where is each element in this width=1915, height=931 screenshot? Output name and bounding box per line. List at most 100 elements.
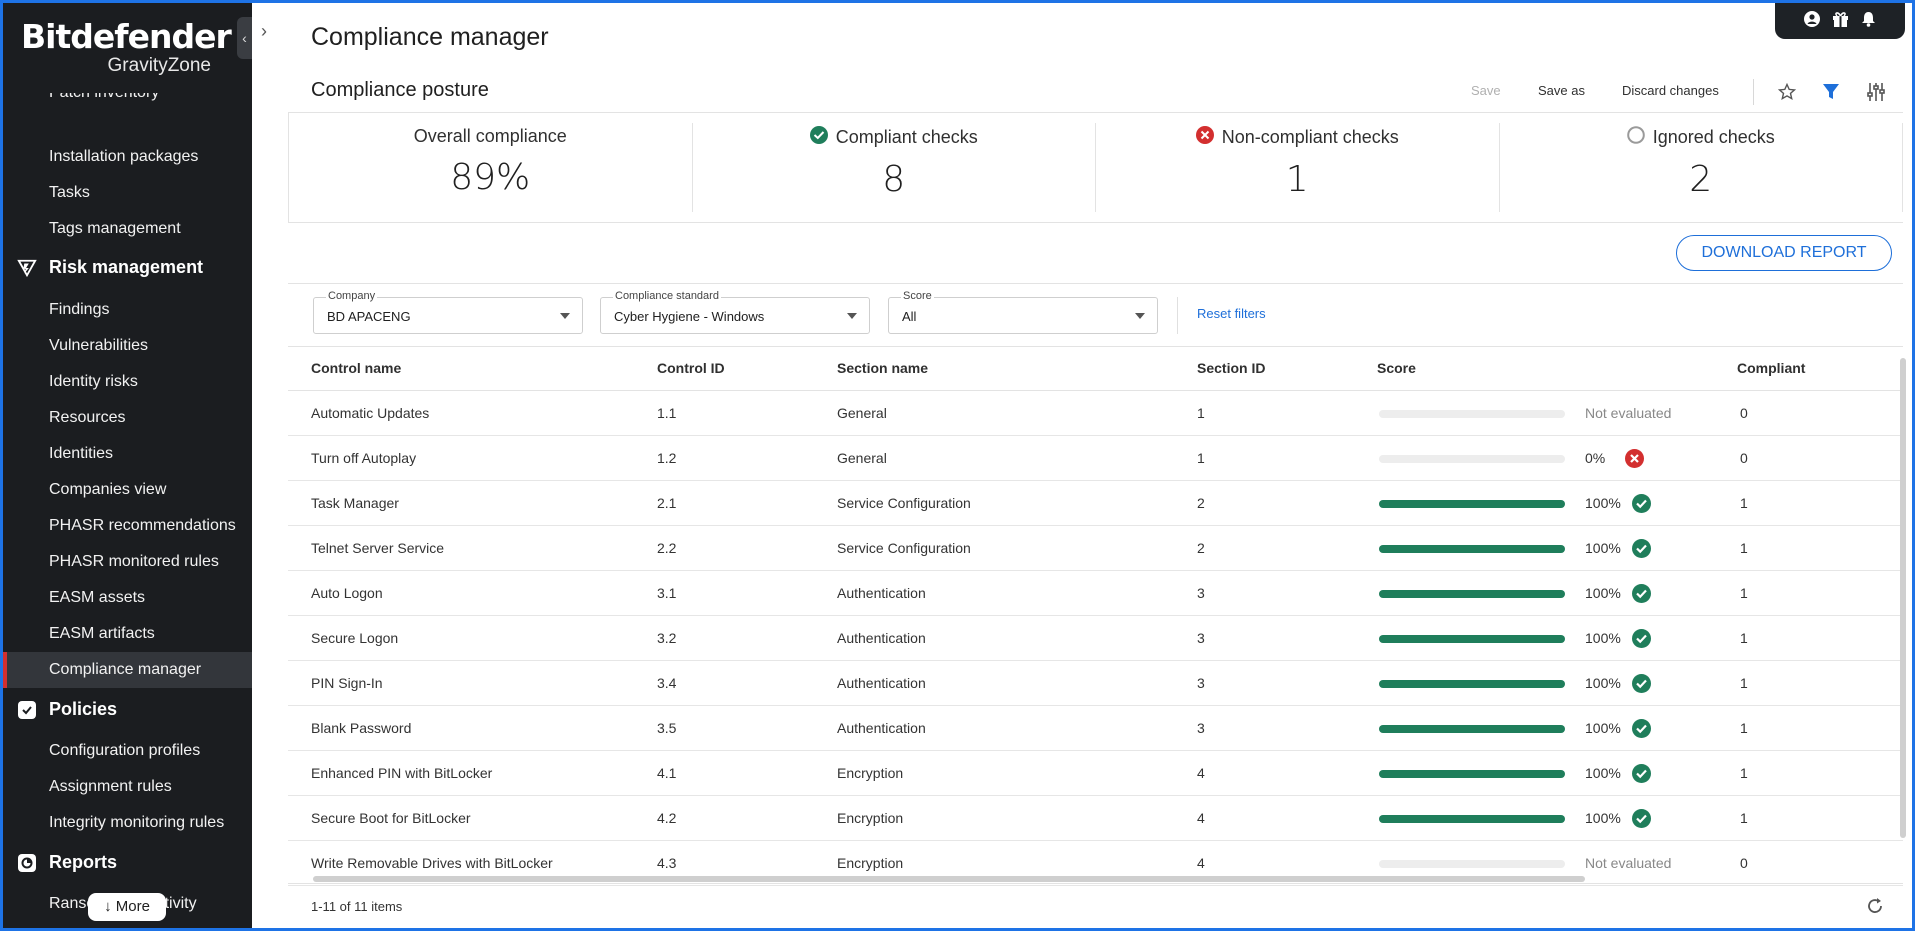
- standard-filter-select[interactable]: Compliance standard Cyber Hygiene - Wind…: [600, 290, 870, 334]
- table-row[interactable]: Auto Logon 3.1 Authentication 3 100% 1: [288, 571, 1903, 616]
- sidebar-item-phasr-monitored-rules[interactable]: PHASR monitored rules: [49, 553, 219, 570]
- compliant-cell: 1: [1740, 630, 1748, 646]
- sidebar-item-installation-packages[interactable]: Installation packages: [49, 148, 199, 165]
- sidebar-item-configuration-profiles[interactable]: Configuration profiles: [49, 742, 201, 759]
- table-row[interactable]: Blank Password 3.5 Authentication 3 100% 1: [288, 706, 1903, 751]
- horizontal-scrollbar[interactable]: [313, 876, 1585, 882]
- gift-icon[interactable]: [1832, 11, 1849, 32]
- table-row[interactable]: Telnet Server Service 2.2 Service Configur…: [288, 526, 1903, 571]
- score-bar-fill: [1379, 725, 1565, 733]
- column-header-control-id[interactable]: Control ID: [657, 360, 725, 376]
- control-name-cell: Automatic Updates: [311, 405, 430, 421]
- discard-changes-button[interactable]: Discard changes: [1622, 83, 1719, 98]
- sidebar-item-vulnerabilities[interactable]: Vulnerabilities: [49, 337, 149, 354]
- overall-compliance-label: Overall compliance: [413, 126, 567, 146]
- section-name-cell: Authentication: [837, 720, 926, 736]
- column-header-section-id[interactable]: Section ID: [1197, 360, 1266, 376]
- sidebar-section-reports[interactable]: Reports: [17, 852, 117, 873]
- column-settings-icon[interactable]: [1865, 81, 1887, 103]
- favorite-star-icon[interactable]: [1776, 81, 1798, 103]
- company-filter-label: Company: [326, 290, 378, 302]
- more-button[interactable]: ↓ More: [88, 893, 166, 921]
- refresh-icon[interactable]: [1865, 896, 1885, 916]
- control-id-cell: 3.2: [657, 630, 677, 646]
- section-id-cell: 1: [1197, 405, 1205, 421]
- section-name-cell: Authentication: [837, 675, 926, 691]
- sidebar-item-companies-view[interactable]: Companies view: [49, 481, 167, 498]
- reset-filters-link[interactable]: Reset filters: [1197, 306, 1266, 321]
- score-text: Not evaluated: [1585, 855, 1672, 871]
- table-row[interactable]: Enhanced PIN with BitLocker 4.1 Encryption…: [288, 751, 1903, 796]
- column-header-control-name[interactable]: Control name: [311, 360, 402, 376]
- table-row[interactable]: Turn off Autoplay 1.2 General 1 0% 0: [288, 436, 1903, 481]
- download-report-button[interactable]: DOWNLOAD REPORT: [1676, 235, 1892, 271]
- table-row[interactable]: Write Removable Drives with BitLocker 4.3…: [288, 841, 1903, 886]
- compliant-cell: 1: [1740, 495, 1748, 511]
- bell-icon[interactable]: [1861, 11, 1876, 32]
- overall-compliance-card: Overall compliance 89%: [289, 123, 693, 212]
- collapse-sidebar-button[interactable]: ‹: [237, 17, 252, 59]
- control-name-cell: Secure Boot for BitLocker: [311, 810, 471, 826]
- control-name-cell: Turn off Autoplay: [311, 450, 417, 466]
- section-name-cell: Authentication: [837, 630, 926, 646]
- score-bar: [1379, 725, 1565, 733]
- sidebar-section-policies[interactable]: Policies: [17, 699, 117, 720]
- vertical-scrollbar[interactable]: [1900, 358, 1906, 838]
- column-header-score[interactable]: Score: [1377, 360, 1416, 376]
- sidebar-item-patch-inventory[interactable]: Patch inventory: [49, 93, 159, 105]
- brand-logo: Bitdefender GravityZone: [21, 19, 232, 89]
- expand-panel-chevron-icon[interactable]: ›: [261, 21, 267, 41]
- sidebar-item-resources[interactable]: Resources: [49, 409, 126, 426]
- column-header-section-name[interactable]: Section name: [837, 360, 929, 376]
- sidebar-item-identity-risks[interactable]: Identity risks: [49, 373, 138, 390]
- caret-down-icon: [847, 313, 857, 319]
- sidebar-item-identities[interactable]: Identities: [49, 445, 114, 462]
- table-row[interactable]: Secure Logon 3.2 Authentication 3 100% 1: [288, 616, 1903, 661]
- table-row[interactable]: PIN Sign-In 3.4 Authentication 3 100% 1: [288, 661, 1903, 706]
- compliant-cell: 0: [1740, 855, 1748, 871]
- score-bar-fill: [1379, 500, 1565, 508]
- control-name-cell: Secure Logon: [311, 630, 399, 646]
- control-name-cell: Write Removable Drives with BitLocker: [311, 855, 553, 871]
- sidebar-item-easm-artifacts[interactable]: EASM artifacts: [49, 625, 155, 642]
- score-text: 100%: [1585, 585, 1621, 601]
- score-text: 100%: [1585, 765, 1621, 781]
- sidebar: Bitdefender GravityZone ‹ Patch inventor…: [3, 3, 252, 928]
- score-text: 100%: [1585, 720, 1621, 736]
- caret-down-icon: [1135, 313, 1145, 319]
- sidebar-item-findings[interactable]: Findings: [49, 301, 110, 318]
- column-header-compliant[interactable]: Compliant: [1737, 360, 1806, 376]
- user-icon[interactable]: [1804, 10, 1820, 32]
- score-filter-select[interactable]: Score All: [888, 290, 1158, 334]
- sidebar-item-tags-management[interactable]: Tags management: [49, 220, 181, 237]
- x-icon: [1625, 449, 1644, 468]
- table-row[interactable]: Task Manager 2.1 Service Configuration 2 100…: [288, 481, 1903, 526]
- save-as-button[interactable]: Save as: [1538, 83, 1585, 98]
- toolbar-divider: [1753, 79, 1754, 105]
- section-name-cell: Service Configuration: [837, 540, 971, 556]
- noncompliant-checks-label: Non-compliant checks: [1221, 127, 1399, 147]
- score-bar-fill: [1379, 770, 1565, 778]
- sidebar-item-easm-assets[interactable]: EASM assets: [49, 589, 146, 606]
- sidebar-item-tasks[interactable]: Tasks: [49, 184, 90, 201]
- sidebar-section-risk-management[interactable]: Risk management: [17, 257, 203, 278]
- company-filter-select[interactable]: Company BD APACENG: [313, 290, 583, 334]
- compliant-cell: 0: [1740, 405, 1748, 421]
- compliant-cell: 1: [1740, 810, 1748, 826]
- sidebar-item-phasr-recommendations[interactable]: PHASR recommendations: [49, 517, 236, 534]
- sidebar-item-compliance-manager[interactable]: Compliance manager: [3, 652, 252, 688]
- check-icon: [1632, 584, 1651, 603]
- section-id-cell: 4: [1197, 765, 1205, 781]
- standard-filter-value: Cyber Hygiene - Windows: [614, 309, 765, 324]
- check-icon: [1632, 809, 1651, 828]
- score-bar: [1379, 635, 1565, 643]
- sidebar-item-integrity-monitoring-rules[interactable]: Integrity monitoring rules: [49, 814, 225, 831]
- filter-icon[interactable]: [1820, 81, 1842, 103]
- section-name-cell: Encryption: [837, 810, 904, 826]
- reports-label: Reports: [49, 852, 118, 872]
- table-row[interactable]: Automatic Updates 1.1 General 1 Not evaluate…: [288, 391, 1903, 436]
- save-button[interactable]: Save: [1471, 83, 1501, 98]
- section-id-cell: 4: [1197, 855, 1205, 871]
- sidebar-item-assignment-rules[interactable]: Assignment rules: [49, 778, 172, 795]
- table-row[interactable]: Secure Boot for BitLocker 4.2 Encryption 4 1…: [288, 796, 1903, 841]
